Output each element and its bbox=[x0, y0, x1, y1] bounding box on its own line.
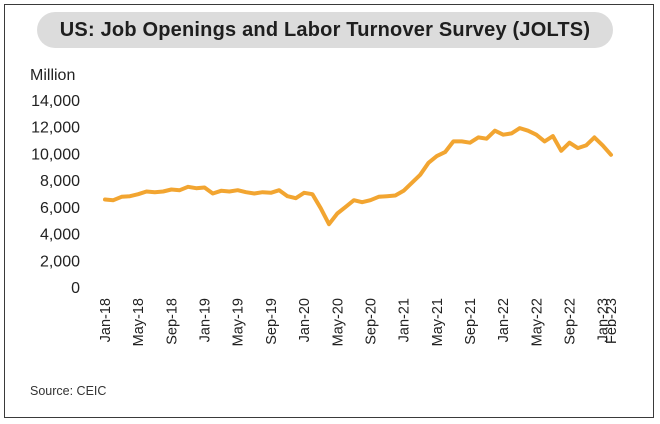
data-point bbox=[567, 141, 572, 145]
data-point bbox=[136, 192, 140, 196]
y-tick-label: 6,000 bbox=[40, 200, 80, 217]
data-point bbox=[285, 194, 290, 198]
data-point bbox=[294, 196, 298, 200]
data-point bbox=[277, 188, 281, 192]
x-tick-label: Jan-22 bbox=[496, 298, 512, 342]
y-tick-label: 0 bbox=[71, 280, 80, 297]
data-point bbox=[435, 154, 439, 158]
data-point bbox=[559, 149, 563, 153]
data-point bbox=[485, 137, 489, 141]
y-tick-label: 12,000 bbox=[31, 120, 80, 137]
data-point bbox=[426, 161, 431, 165]
data-point bbox=[236, 188, 240, 192]
data-point bbox=[443, 150, 447, 154]
data-point bbox=[518, 126, 522, 130]
chart-title-banner: US: Job Openings and Labor Turnover Surv… bbox=[37, 12, 613, 48]
data-point bbox=[526, 129, 530, 133]
data-point bbox=[244, 190, 248, 194]
data-point bbox=[211, 191, 215, 196]
data-point bbox=[128, 194, 132, 198]
data-point bbox=[319, 206, 323, 210]
data-point bbox=[584, 143, 588, 147]
data-point bbox=[178, 188, 182, 192]
x-tick-label: May-19 bbox=[231, 298, 247, 346]
data-point bbox=[592, 135, 597, 139]
series-line-job-openings bbox=[103, 126, 613, 227]
data-point bbox=[468, 141, 472, 145]
x-tick-label: May-20 bbox=[330, 298, 346, 346]
data-point bbox=[194, 186, 198, 190]
data-point bbox=[385, 194, 389, 198]
x-tick-label: Sep-21 bbox=[463, 298, 479, 345]
x-tick-label: Sep-22 bbox=[563, 298, 579, 345]
y-tick-label: 14,000 bbox=[31, 93, 80, 110]
data-point bbox=[111, 198, 115, 202]
data-point bbox=[451, 139, 455, 143]
data-point bbox=[144, 189, 149, 194]
x-tick-label: Jan-18 bbox=[98, 298, 114, 342]
data-point bbox=[368, 198, 372, 202]
x-tick-label: Sep-19 bbox=[264, 298, 280, 345]
data-point bbox=[460, 139, 464, 143]
data-point bbox=[551, 134, 555, 138]
data-point bbox=[327, 222, 331, 226]
data-point bbox=[103, 197, 107, 202]
data-point bbox=[252, 191, 256, 196]
data-point bbox=[202, 185, 207, 190]
data-point bbox=[335, 211, 339, 216]
chart-frame bbox=[4, 4, 654, 418]
x-tick-label: Jan-20 bbox=[297, 298, 313, 342]
data-point bbox=[302, 191, 306, 195]
data-point bbox=[601, 143, 605, 147]
data-point bbox=[310, 192, 314, 196]
data-point bbox=[501, 133, 505, 137]
data-point bbox=[227, 189, 231, 194]
x-tick-label: May-18 bbox=[131, 298, 147, 346]
x-tick-label: May-21 bbox=[430, 298, 446, 346]
data-point bbox=[418, 173, 422, 177]
data-point bbox=[153, 190, 157, 194]
x-tick-label: Sep-20 bbox=[363, 298, 379, 345]
x-tick-label: Jan-19 bbox=[198, 298, 214, 342]
chart-title: US: Job Openings and Labor Turnover Surv… bbox=[59, 18, 591, 41]
data-point bbox=[476, 135, 480, 139]
data-point bbox=[261, 190, 265, 194]
data-point bbox=[402, 189, 406, 193]
y-tick-label: 10,000 bbox=[31, 146, 80, 163]
x-tick-label: Feb-23 bbox=[604, 298, 620, 344]
y-tick-label: 4,000 bbox=[40, 227, 80, 244]
data-point bbox=[393, 193, 397, 198]
source-note: Source: CEIC bbox=[30, 384, 107, 398]
data-point bbox=[493, 129, 497, 133]
data-point bbox=[219, 189, 223, 193]
data-point bbox=[576, 146, 580, 150]
data-point bbox=[410, 181, 414, 185]
data-point bbox=[161, 189, 165, 194]
data-point bbox=[344, 205, 348, 209]
data-point bbox=[269, 191, 273, 195]
y-tick-label: 2,000 bbox=[40, 253, 80, 270]
x-tick-label: Jan-21 bbox=[397, 298, 413, 342]
data-point bbox=[377, 195, 381, 199]
data-point bbox=[352, 198, 356, 202]
x-tick-label: Jan-23 bbox=[596, 298, 612, 342]
data-point bbox=[509, 131, 514, 135]
data-point bbox=[120, 195, 124, 199]
x-tick-label: Sep-18 bbox=[164, 298, 180, 345]
data-point bbox=[609, 153, 613, 157]
y-tick-label: 8,000 bbox=[40, 173, 80, 190]
y-axis-unit-label: Million bbox=[30, 67, 76, 84]
data-point bbox=[186, 185, 190, 189]
data-point bbox=[169, 187, 173, 192]
data-point bbox=[534, 133, 538, 137]
data-point bbox=[543, 139, 547, 143]
data-point bbox=[360, 200, 364, 204]
x-tick-label: May-22 bbox=[529, 298, 545, 346]
